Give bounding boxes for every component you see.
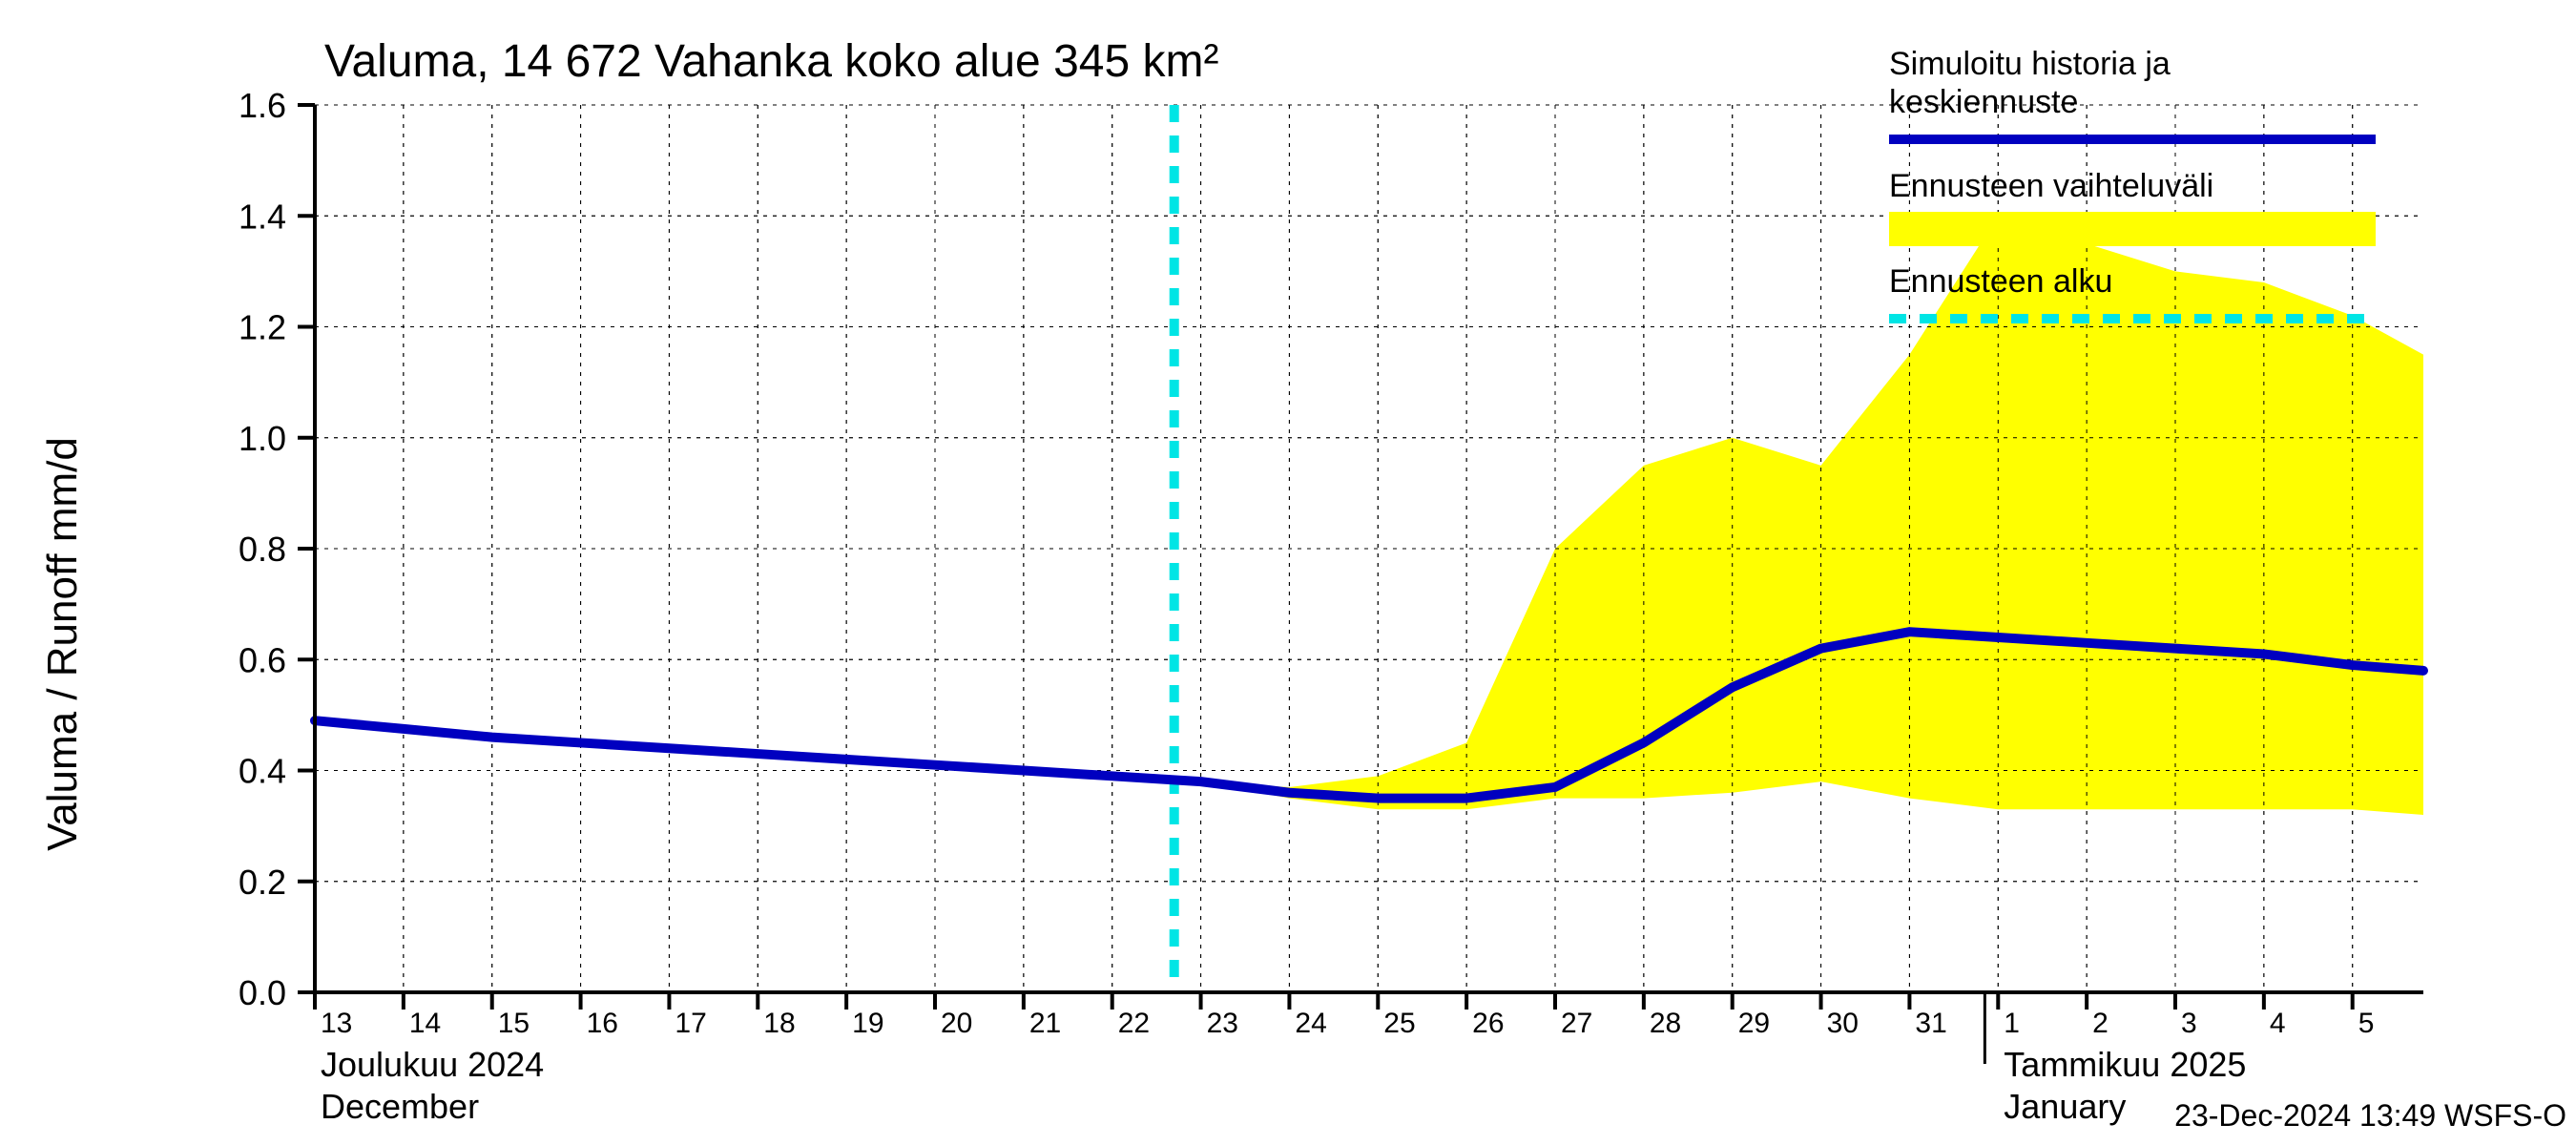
x-tick-label: 18 [763,1008,795,1039]
x-tick-label: 24 [1295,1008,1326,1039]
y-tick-label: 1.0 [239,419,286,458]
x-tick-label: 14 [409,1008,441,1039]
x-tick-label: 26 [1472,1008,1504,1039]
legend-item-0-line2: keskiennuste [1889,84,2078,120]
chart-title-text: Valuma, 14 672 Vahanka koko alue 345 km² [324,36,1218,87]
x-tick-label: 15 [498,1008,530,1039]
x-tick-label: 30 [1827,1008,1859,1039]
x-tick-label: 22 [1118,1008,1150,1039]
x-tick-label: 17 [675,1008,706,1039]
timestamp-text: 23-Dec-2024 13:49 WSFS-O [2174,1098,2566,1133]
month1-fi-label: Joulukuu 2024 [321,1045,544,1084]
y-tick-label: 1.2 [239,308,286,347]
x-tick-label: 31 [1915,1008,1946,1039]
x-tick-label: 20 [941,1008,972,1039]
chart-container: { "chart": { "type": "line-area", "title… [0,0,2576,1145]
x-tick-label: 28 [1650,1008,1681,1039]
forecast-band [1174,216,2423,815]
x-tick-label: 3 [2181,1008,2197,1039]
y-tick-label: 1.4 [239,197,286,236]
x-tick-label: 2 [2092,1008,2109,1039]
x-tick-label: 5 [2358,1008,2375,1039]
month2-en-label: January [2004,1087,2126,1126]
legend-swatch-band [1889,212,2376,246]
month1-en-label: December [321,1087,479,1126]
x-tick-label: 23 [1207,1008,1238,1039]
y-tick-label: 0.6 [239,640,286,679]
x-tick-label: 19 [852,1008,883,1039]
legend-item-2: Ennusteen alku [1889,263,2112,300]
y-tick-label: 0.4 [239,752,286,791]
y-axis-label-text: Valuma / Runoff mm/d [39,437,86,851]
y-tick-label: 0.8 [239,530,286,569]
x-tick-label: 21 [1029,1008,1061,1039]
y-tick-label: 1.6 [239,86,286,125]
x-tick-label: 16 [587,1008,618,1039]
x-tick-label: 25 [1383,1008,1415,1039]
y-tick-label: 0.2 [239,863,286,902]
x-tick-label: 13 [321,1008,352,1039]
y-tick-label: 0.0 [239,973,286,1012]
legend-item-1: Ennusteen vaihteluväli [1889,168,2213,204]
x-tick-label: 27 [1561,1008,1592,1039]
x-tick-label: 4 [2270,1008,2286,1039]
x-tick-label: 29 [1738,1008,1770,1039]
runoff-chart: 0.00.20.40.60.81.01.21.41.61314151617181… [0,0,2576,1145]
legend-item-0-line1: Simuloitu historia ja [1889,46,2171,82]
x-tick-label: 1 [2004,1008,2020,1039]
month2-fi-label: Tammikuu 2025 [2004,1045,2246,1084]
